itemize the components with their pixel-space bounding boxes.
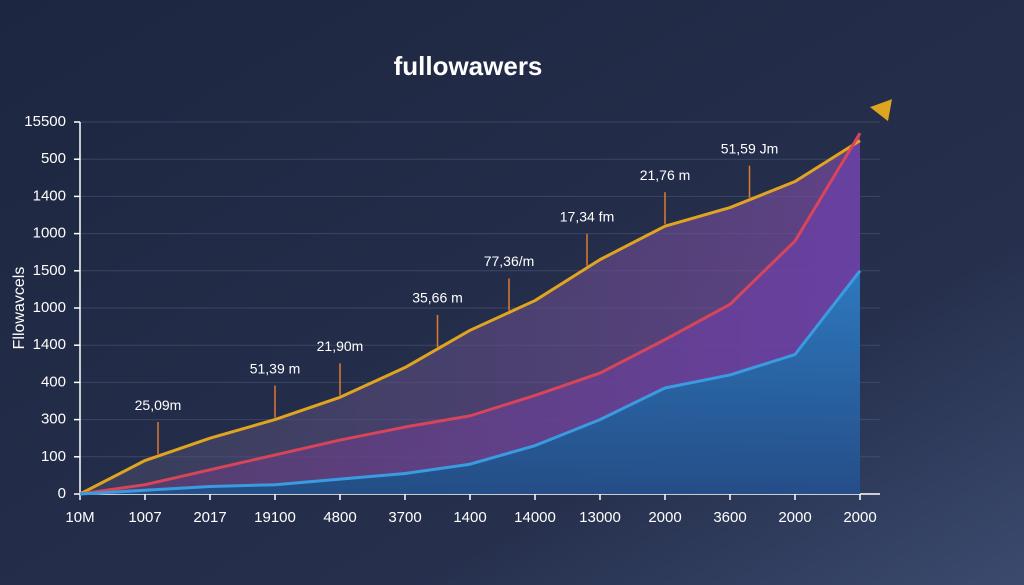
x-tick-label: 2000: [648, 509, 681, 526]
y-tick-label: 1000: [33, 299, 66, 316]
y-tick-label: 500: [41, 150, 66, 167]
x-tick-label: 19100: [254, 509, 296, 526]
x-tick-label: 2000: [843, 509, 876, 526]
x-tick-label: 3600: [713, 509, 746, 526]
x-tick-label: 1007: [128, 509, 161, 526]
annotation: 51,39 m: [250, 360, 301, 376]
x-tick-label: 3700: [388, 509, 421, 526]
x-tick-label: 2017: [193, 509, 226, 526]
y-tick-label: 300: [41, 411, 66, 428]
x-tick-label: 4800: [323, 509, 356, 526]
annotation: 25,09m: [135, 397, 182, 413]
annotation: 35,66 m: [412, 290, 463, 306]
area: [80, 270, 860, 494]
annotation: 21,90m: [317, 338, 364, 354]
x-tick-label: 1400: [453, 509, 486, 526]
y-tick-label: 0: [58, 485, 66, 502]
x-tick-label: 10M: [65, 509, 94, 526]
plot: 0 100 300 400 1400 1000 1500 1000 1400 500 15500 10…: [24, 99, 892, 526]
line: [79, 139, 861, 496]
y-tick-label: 100: [41, 448, 66, 465]
line: [79, 132, 862, 496]
y-tick-label: 15500: [24, 113, 66, 130]
y-tick-label: 1000: [33, 225, 66, 242]
chart-title: fullowawers: [394, 51, 543, 81]
line: [79, 269, 862, 496]
y-tick-label: 400: [41, 373, 66, 390]
y-tick-label: 1500: [33, 262, 66, 279]
y-tick-label: 1400: [33, 336, 66, 353]
annotation: 51,59 Jm: [721, 140, 779, 156]
y-tick-label: 1400: [33, 187, 66, 204]
x-tick-label: 13000: [579, 509, 621, 526]
annotation: 77,36/m: [484, 253, 535, 269]
annotation: 21,76 m: [640, 167, 691, 183]
annotation: 17,34 fm: [560, 209, 614, 225]
x-tick-label: 2000: [778, 509, 811, 526]
arrow-head: [870, 99, 892, 122]
y-axis-label: Fllowavcels: [11, 267, 28, 350]
x-tick-label: 14000: [514, 509, 556, 526]
